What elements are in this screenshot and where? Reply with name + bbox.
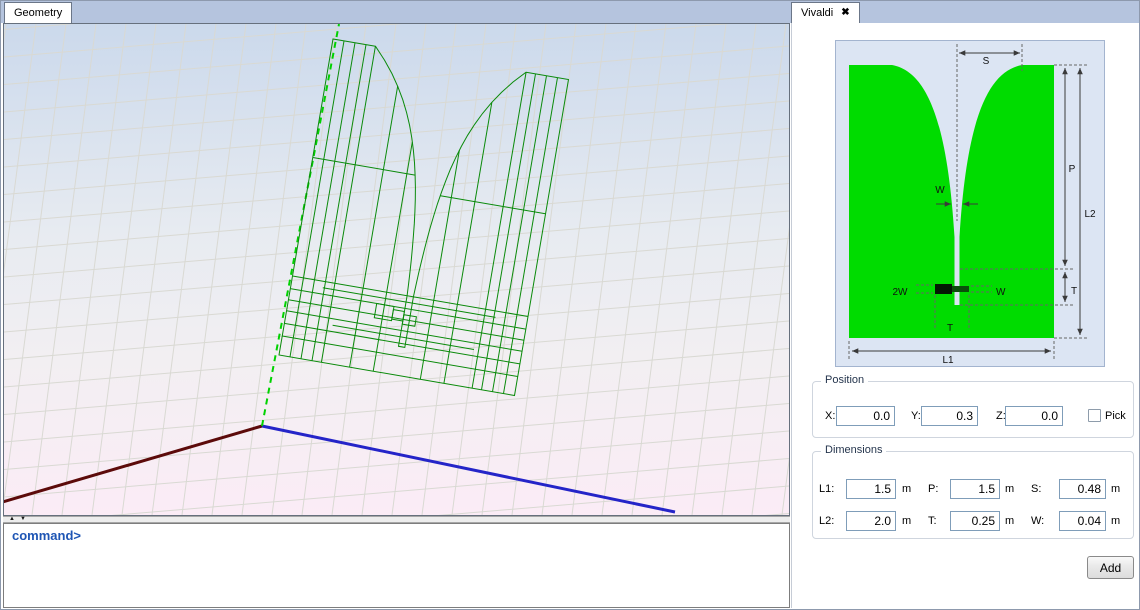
x-label: X: bbox=[825, 410, 836, 422]
vivaldi-wireframe bbox=[278, 38, 570, 397]
pick-label: Pick bbox=[1105, 410, 1126, 422]
vivaldi-diagram-figure: S P L2 W 2W W T T L1 bbox=[848, 44, 1096, 366]
s-unit: m bbox=[1111, 483, 1121, 495]
tab-vivaldi[interactable]: Vivaldi ✖ bbox=[791, 2, 860, 23]
vivaldi-panel: S P L2 W 2W W T T L1 Position X: Y: Z: P… bbox=[791, 23, 1139, 608]
l1-unit: m bbox=[902, 483, 912, 495]
position-group: Position X: Y: Z: Pick bbox=[812, 374, 1134, 438]
y-label: Y: bbox=[911, 410, 921, 422]
t-field[interactable] bbox=[950, 511, 1000, 531]
s-label: S: bbox=[1031, 483, 1042, 495]
tab-geometry-label: Geometry bbox=[14, 7, 63, 19]
s-field[interactable] bbox=[1059, 479, 1106, 499]
w-label: W: bbox=[1031, 515, 1045, 527]
w-field[interactable] bbox=[1059, 511, 1106, 531]
p-label: P: bbox=[928, 483, 939, 495]
collapse-up-icon[interactable]: ▲ bbox=[9, 516, 20, 522]
w-unit: m bbox=[1111, 515, 1121, 527]
tab-strip: Geometry Vivaldi ✖ bbox=[1, 1, 1139, 23]
dimensions-group: Dimensions L1: m P: m S: m L2: m T: m W:… bbox=[812, 444, 1134, 539]
l2-label: L2: bbox=[819, 515, 835, 527]
z-field[interactable] bbox=[1005, 406, 1063, 426]
feed-strip-thin bbox=[952, 286, 969, 292]
command-prompt[interactable]: command> bbox=[12, 528, 81, 543]
coordinate-axes bbox=[4, 24, 676, 514]
tab-vivaldi-label: Vivaldi bbox=[801, 7, 834, 19]
position-group-title: Position bbox=[821, 374, 869, 386]
z-label: Z: bbox=[996, 410, 1006, 422]
feed-strip-thick bbox=[935, 284, 952, 294]
label-T-feed: T bbox=[947, 323, 953, 334]
label-T-side: T bbox=[1071, 286, 1077, 297]
l1-field[interactable] bbox=[846, 479, 896, 499]
l2-unit: m bbox=[902, 515, 912, 527]
add-button[interactable]: Add bbox=[1087, 556, 1134, 579]
label-S: S bbox=[983, 56, 990, 67]
dimensions-group-title: Dimensions bbox=[821, 444, 887, 456]
pane-splitter[interactable]: ▲▼ bbox=[3, 516, 790, 523]
pick-checkbox[interactable] bbox=[1088, 409, 1101, 422]
label-L2: L2 bbox=[1084, 209, 1096, 220]
l2-field[interactable] bbox=[846, 511, 896, 531]
p-unit: m bbox=[1005, 483, 1015, 495]
l1-label: L1: bbox=[819, 483, 835, 495]
p-field[interactable] bbox=[950, 479, 1000, 499]
ground-grid bbox=[4, 24, 789, 515]
dimension-arrows bbox=[852, 50, 1083, 354]
y-field[interactable] bbox=[921, 406, 978, 426]
dimension-dashed-lines bbox=[848, 44, 1088, 359]
viewport-canvas[interactable] bbox=[4, 24, 789, 515]
viewport-background bbox=[4, 24, 789, 515]
geometry-viewport[interactable] bbox=[3, 23, 790, 516]
command-console[interactable]: command> bbox=[3, 523, 790, 608]
label-W-slot: W bbox=[935, 185, 945, 196]
x-field[interactable] bbox=[836, 406, 895, 426]
t-label: T: bbox=[928, 515, 937, 527]
close-icon[interactable]: ✖ bbox=[841, 7, 850, 18]
t-unit: m bbox=[1005, 515, 1015, 527]
tab-geometry[interactable]: Geometry bbox=[4, 2, 73, 23]
vivaldi-diagram: S P L2 W 2W W T T L1 bbox=[835, 40, 1105, 367]
label-W-feed: W bbox=[996, 287, 1006, 298]
label-L1: L1 bbox=[942, 355, 954, 366]
label-P: P bbox=[1069, 164, 1076, 175]
collapse-down-icon[interactable]: ▼ bbox=[19, 516, 31, 522]
label-2W: 2W bbox=[893, 287, 909, 298]
